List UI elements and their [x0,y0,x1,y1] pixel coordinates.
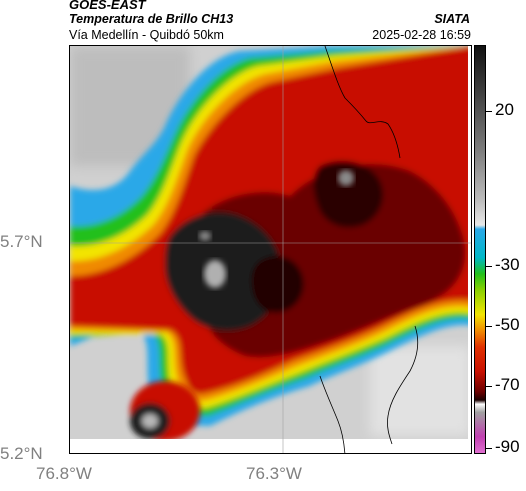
colorbar-label: 20 [495,100,514,119]
colorbar-label: -90 [495,437,520,456]
colorbar-label: -30 [495,255,520,274]
colorbar-tick [486,448,492,449]
satellite-label: GOES-EAST [69,0,146,12]
product-title: Temperatura de Brillo CH13 [69,12,234,26]
lat-label-north: 5.7°N [0,232,43,251]
lat-label-south: 5.2°N [0,444,43,463]
satellite-map [69,45,472,454]
datetime-label: 2025-02-28 16:59 [372,28,471,42]
lon-label-west: 76.8°W [36,464,92,483]
colorbar-label: -70 [495,375,520,394]
lon-label-east: 76.3°W [246,464,302,483]
colorbar [474,45,486,454]
organization-label: SIATA [434,12,470,26]
region-label: Vía Medellín - Quibdó 50km [69,28,224,42]
map-header: GOES-EAST Temperatura de Brillo CH13 Vía… [0,0,526,46]
colorbar-tick [486,111,492,112]
colorbar-tick [486,326,492,327]
colorbar-label: -50 [495,315,520,334]
brightness-temperature-field [70,46,471,453]
colorbar-tick [486,266,492,267]
colorbar-tick [486,386,492,387]
